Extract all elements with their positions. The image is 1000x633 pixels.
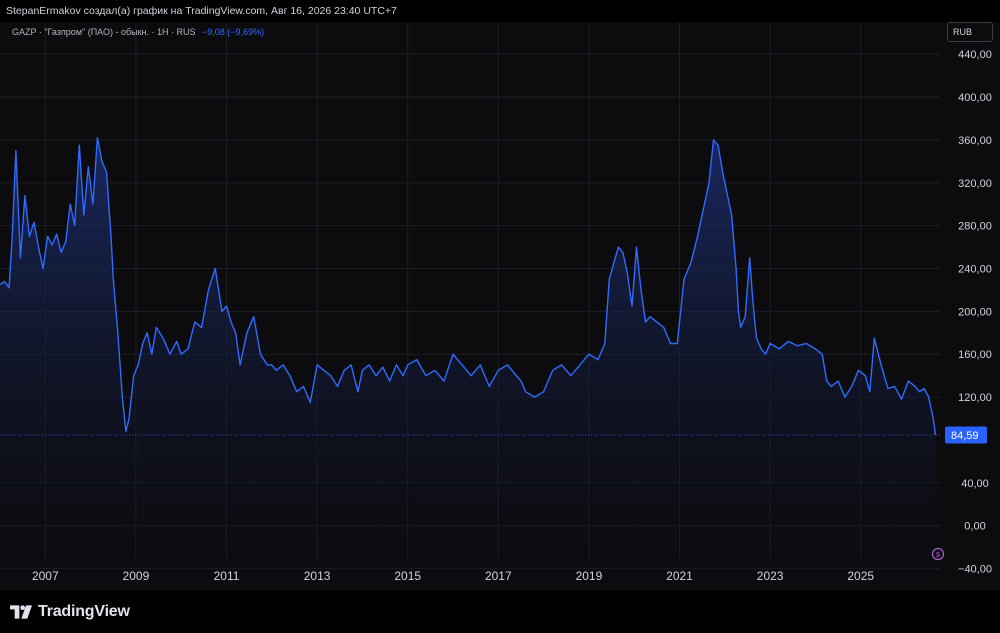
price-line[interactable]	[0, 137, 937, 436]
y-tick-label: 200,00	[958, 306, 992, 318]
y-tick-label: 40,00	[961, 478, 989, 490]
svg-text:$: $	[936, 552, 940, 559]
x-tick-label: 2017	[485, 569, 512, 583]
price-area-fill	[0, 137, 936, 590]
y-tick-label: 320,00	[958, 178, 992, 190]
y-tick-label: 240,00	[958, 263, 992, 275]
chart-attribution: StepanErmakov создал(а) график на Tradin…	[0, 0, 1000, 22]
x-tick-label: 2015	[394, 569, 421, 583]
last-price-label: 84,59	[951, 430, 979, 442]
x-tick-label: 2023	[757, 569, 784, 583]
y-tick-label: 440,00	[958, 49, 992, 61]
x-tick-label: 2019	[576, 569, 603, 583]
price-chart[interactable]: 440,00 400,00 360,00 320,00 280,00 240,00 200,…	[0, 22, 1000, 590]
symbol-description: GAZP · "Газпром" (ПАО) - обыкн. · 1Н · R…	[12, 27, 196, 37]
price-change: −9,08 (−9,69%)	[202, 27, 265, 37]
x-axis[interactable]: 2007 2009 2011 2013 2015 2017 2019 2021 2023 2025	[32, 569, 874, 583]
x-tick-label: 2007	[32, 569, 59, 583]
tradingview-logo-icon	[10, 605, 32, 619]
tradingview-logo[interactable]: TradingView	[10, 602, 130, 622]
last-price-badge: 84,59	[945, 426, 987, 444]
y-tick-label: 120,00	[958, 392, 992, 404]
x-tick-label: 2013	[304, 569, 331, 583]
currency-button[interactable]: RUB	[947, 22, 993, 42]
y-tick-label: −40,00	[958, 564, 992, 576]
y-axis[interactable]: 440,00 400,00 360,00 320,00 280,00 240,00 200,…	[958, 49, 992, 575]
y-tick-label: 160,00	[958, 349, 992, 361]
footer-bar: TradingView	[0, 590, 1000, 633]
y-tick-label: 280,00	[958, 221, 992, 233]
tradingview-brand: TradingView	[38, 603, 130, 620]
x-tick-label: 2011	[214, 569, 240, 583]
chart-panel[interactable]: 440,00 400,00 360,00 320,00 280,00 240,00 200,…	[0, 22, 1000, 590]
x-tick-label: 2021	[666, 569, 693, 583]
x-tick-label: 2025	[847, 569, 874, 583]
x-tick-label: 2009	[123, 569, 150, 583]
symbol-legend[interactable]: GAZP · "Газпром" (ПАО) - обыкн. · 1Н · R…	[12, 27, 264, 37]
y-tick-label: 0,00	[964, 521, 985, 533]
y-tick-label: 360,00	[958, 135, 992, 147]
y-tick-label: 400,00	[958, 92, 992, 104]
alert-icon[interactable]: $	[931, 547, 945, 561]
